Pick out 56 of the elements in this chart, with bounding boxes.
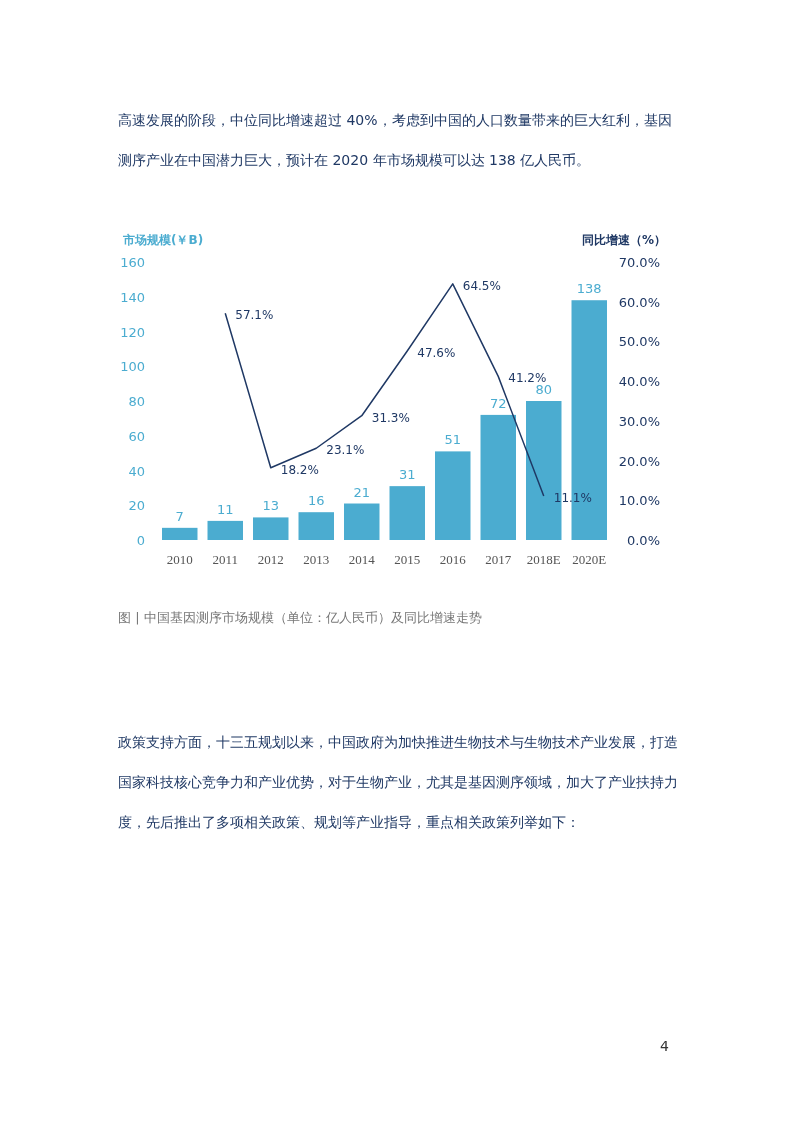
bar (389, 486, 425, 540)
text: 高速发展的阶段，中位同比增速超过 40%，考虑到中国的人口数量带来的巨大红利，基因测序产业在中国潜力巨大，预计在 2020 年市场规模可以达 138 亿人民币。 (118, 112, 672, 168)
data-label: 64.5% (462, 278, 501, 293)
bar (344, 503, 380, 540)
x-tick-label: 2017 (485, 552, 512, 567)
y2-tick-label: 10.0% (618, 493, 660, 509)
y2-tick-label: 60.0% (618, 294, 660, 310)
data-label: 47.6% (417, 345, 456, 360)
data-label: 23.1% (326, 443, 365, 458)
x-tick-label: 2018E (526, 552, 561, 567)
y-tick-label: 60 (128, 428, 145, 444)
bar (162, 527, 198, 540)
x-tick-label: 2014 (348, 552, 376, 567)
bar (253, 517, 289, 540)
x-tick-label: 2011 (212, 552, 239, 567)
y2-tick-label: 0.0% (626, 533, 660, 548)
y2-tick-label: 70.0% (618, 255, 660, 270)
data-label: 57.1% (235, 308, 274, 323)
y-axis-title: 市场规模(￥B) (122, 233, 204, 247)
y-tick-label: 40 (128, 463, 145, 479)
text: 政策支持方面，十三五规划以来，中国政府为加快推进生物技术与生物技术产业发展，打造国家科技核心竞争力和产业优势，对于生物产业，尤其是基因测序领域，加大了产业扶持力度，先后推出了多项相关政策、规划等产业指导，重点相关政策列举如下： (118, 734, 678, 830)
y2-tick-label: 50.0% (618, 334, 660, 350)
data-label: 51 (444, 432, 462, 448)
y2-tick-label: 40.0% (618, 374, 660, 390)
x-tick-label: 2012 (257, 552, 284, 567)
y-tick-label: 140 (120, 289, 145, 305)
x-tick-label: 2010 (166, 552, 193, 567)
y-tick-label: 120 (120, 324, 145, 340)
y2-tick-label: 30.0% (618, 413, 660, 429)
data-label: 31.3% (371, 410, 410, 425)
data-label: 31 (398, 467, 416, 483)
data-label: 18.2% (280, 462, 319, 477)
x-tick-label: 2015 (394, 552, 421, 567)
y2-axis-title: 同比增速（%） (581, 233, 666, 247)
bar (207, 520, 243, 540)
data-label: 7 (175, 508, 184, 524)
bar (480, 414, 516, 540)
x-tick-label: 2013 (303, 552, 330, 567)
data-label: 138 (576, 281, 602, 297)
text: 图 | 中国基因测序市场规模（单位：亿人民币）及同比增速走势 (118, 609, 483, 627)
y-tick-label: 20 (128, 498, 145, 514)
bar (298, 512, 334, 540)
data-label: 21 (353, 484, 371, 500)
text: 4 (660, 1038, 669, 1054)
y-tick-label: 0 (136, 533, 145, 548)
x-tick-label: 2016 (439, 552, 467, 567)
y-tick-label: 160 (120, 255, 145, 270)
bar (435, 451, 471, 540)
data-label: 11 (216, 501, 234, 517)
y-tick-label: 100 (120, 359, 145, 375)
data-label: 72 (489, 395, 507, 411)
data-label: 16 (307, 493, 325, 509)
y2-tick-label: 20.0% (618, 453, 660, 469)
y-tick-label: 80 (128, 394, 145, 409)
x-tick-label: 2020E (572, 552, 607, 567)
data-label: 13 (262, 498, 280, 514)
